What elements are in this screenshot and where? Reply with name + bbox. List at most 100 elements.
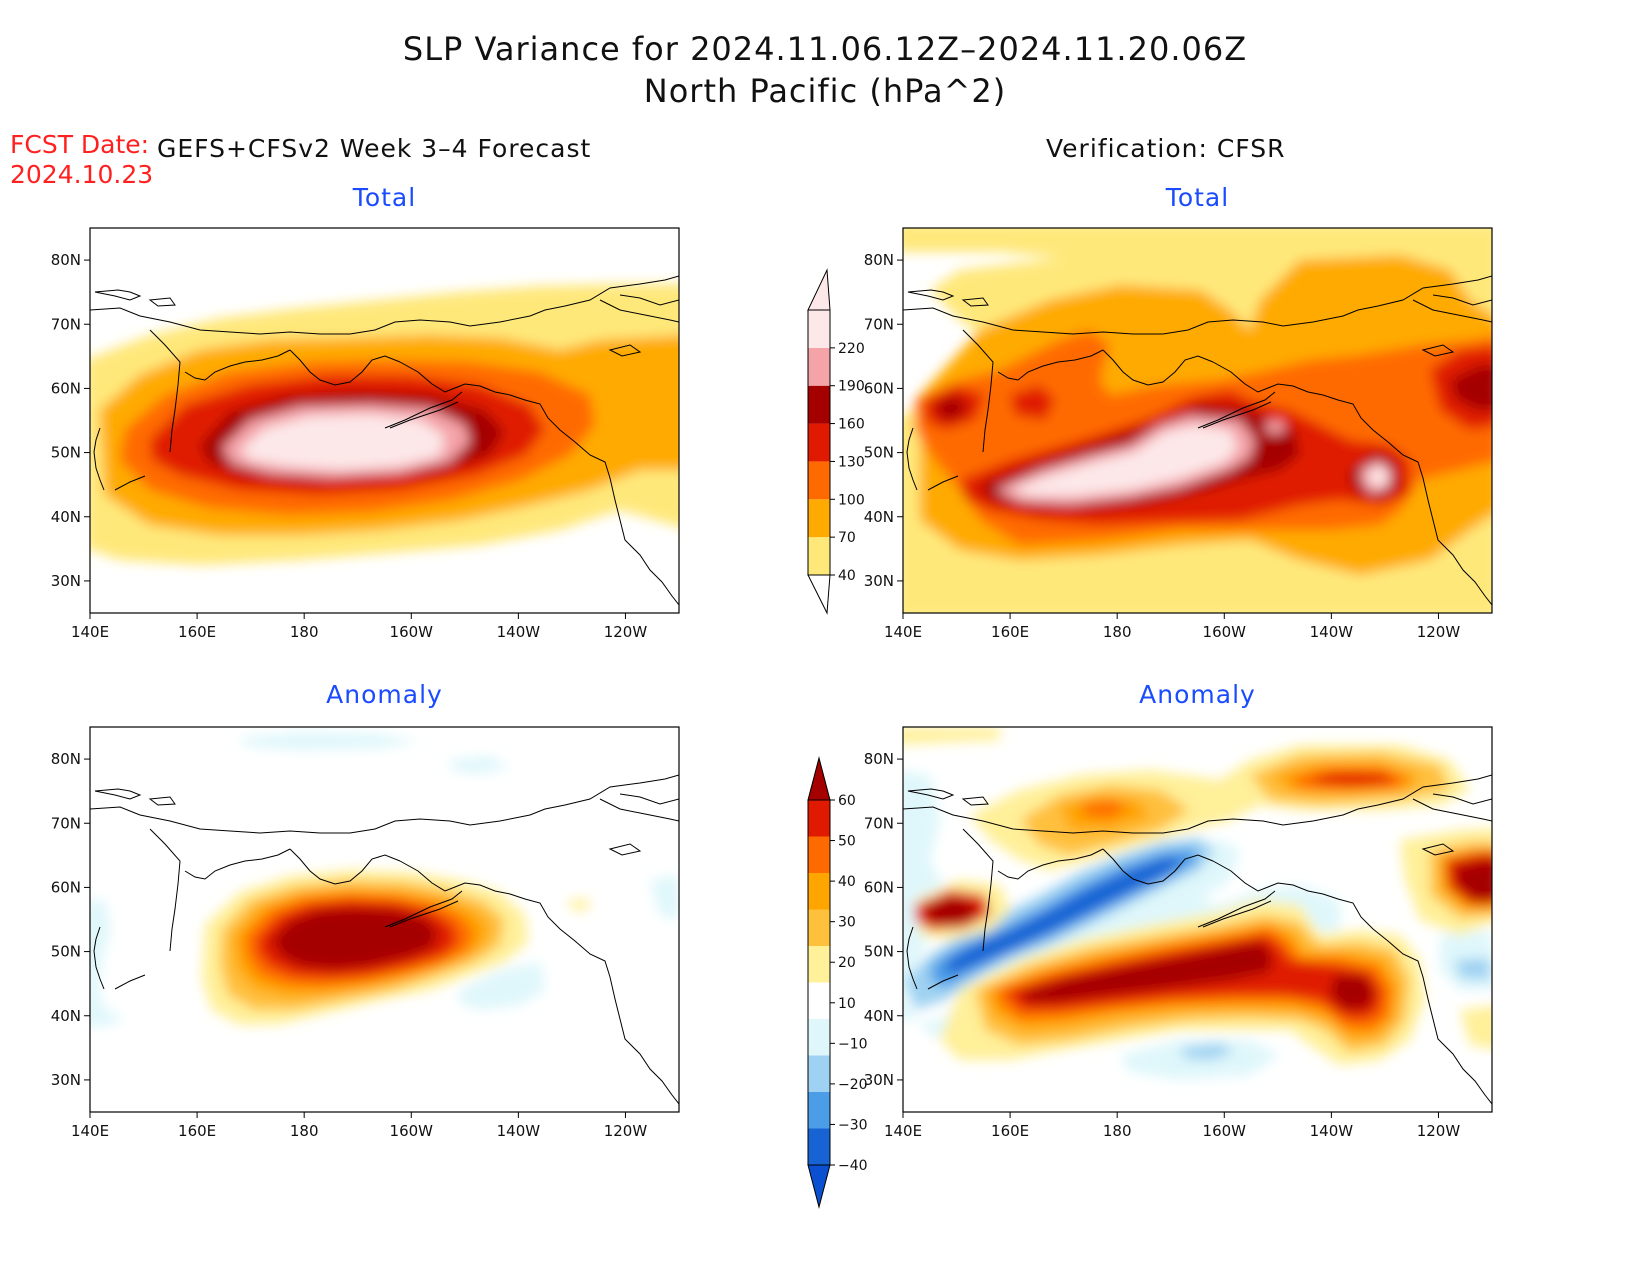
contour-pos-10 bbox=[903, 727, 1000, 745]
lon-tick-label: 140E bbox=[71, 1122, 109, 1140]
colorbar-anomaly-level: 50 bbox=[838, 834, 856, 850]
lon-tick-label: 180 bbox=[290, 1122, 319, 1140]
lon-tick-label: 160W bbox=[1203, 623, 1247, 641]
lon-tick-label: 180 bbox=[1103, 1122, 1132, 1140]
lat-tick-label: 40N bbox=[864, 1007, 894, 1025]
lon-tick-label: 140W bbox=[497, 623, 541, 641]
colorbar-anomaly-level: −10 bbox=[838, 1036, 868, 1052]
colorbar-anomaly-swatch bbox=[808, 1092, 830, 1129]
colorbar-anomaly-swatch bbox=[808, 909, 830, 946]
contour-pos-10 bbox=[565, 898, 592, 912]
colorbar-total-swatch bbox=[808, 461, 830, 500]
map-panel-verification-anomaly bbox=[902, 726, 1493, 1113]
main-title-line2: North Pacific (hPa^2) bbox=[643, 72, 1007, 110]
lat-tick-label: 70N bbox=[51, 315, 81, 333]
lat-tick-label: 30N bbox=[864, 572, 894, 590]
lat-tick-label: 70N bbox=[51, 814, 81, 832]
lat-tick-label: 40N bbox=[51, 1007, 81, 1025]
lat-tick-label: 30N bbox=[864, 1071, 894, 1089]
lat-tick-label: 60N bbox=[51, 878, 81, 896]
lat-tick-label: 80N bbox=[864, 750, 894, 768]
map-axes: 140E 160E 180 160W 140W 120W 80N 70N 60N 50N 40N 30… bbox=[51, 251, 1461, 1140]
lat-tick-label: 30N bbox=[51, 1071, 81, 1089]
panel-title-verification-anomaly: Anomaly bbox=[1139, 680, 1256, 709]
colorbar-anomaly-level: 30 bbox=[838, 915, 856, 931]
contour-neg-10 bbox=[240, 732, 420, 750]
colorbar-anomaly-level: 60 bbox=[838, 793, 856, 809]
lat-tick-label: 30N bbox=[51, 572, 81, 590]
contour-pos-60 bbox=[925, 860, 1492, 1010]
colorbar-anomaly-swatch bbox=[808, 1019, 830, 1056]
colorbar-total-swatch bbox=[808, 385, 830, 424]
fcst-date-value: 2024.10.23 bbox=[10, 160, 154, 189]
lon-tick-label: 120W bbox=[604, 623, 648, 641]
lon-tick-label: 160W bbox=[390, 1122, 434, 1140]
colorbar-anomaly-level: 10 bbox=[838, 996, 856, 1012]
forecast-total-contours bbox=[90, 275, 679, 606]
verification-header: Verification: CFSR bbox=[1046, 134, 1286, 163]
colorbar-anomaly-swatch bbox=[808, 873, 830, 910]
contour-neg-10 bbox=[450, 756, 510, 774]
contour-neg-20 bbox=[1455, 958, 1490, 980]
lon-tick-label: 160E bbox=[178, 1122, 216, 1140]
lat-tick-label: 60N bbox=[864, 878, 894, 896]
lat-tick-label: 80N bbox=[51, 251, 81, 269]
contour-band-220 bbox=[240, 414, 445, 470]
colorbar-anomaly-level: 40 bbox=[838, 874, 856, 890]
lon-tick-label: 140W bbox=[1310, 623, 1354, 641]
verification-total-contours bbox=[903, 228, 1492, 613]
colorbar-anomaly-swatch bbox=[808, 800, 830, 837]
colorbar-anomaly-swatch bbox=[808, 982, 830, 1019]
colorbar-total-level: 130 bbox=[838, 454, 865, 470]
panel-title-forecast-total: Total bbox=[352, 183, 417, 212]
verification-anomaly-contours bbox=[903, 727, 1492, 1105]
lat-tick-label: 60N bbox=[51, 379, 81, 397]
lat-tick-label: 50N bbox=[864, 943, 894, 961]
lon-tick-label: 140E bbox=[884, 623, 922, 641]
colorbar-anomaly-upper-extend bbox=[807, 756, 831, 801]
lon-tick-label: 160E bbox=[991, 623, 1029, 641]
colorbar-total-swatch bbox=[808, 499, 830, 538]
lon-tick-label: 140E bbox=[884, 1122, 922, 1140]
colorbar-anomaly-level: −30 bbox=[838, 1117, 868, 1133]
panel-title-forecast-anomaly: Anomaly bbox=[326, 680, 443, 709]
lat-tick-label: 50N bbox=[51, 444, 81, 462]
colorbar-total-swatch bbox=[808, 423, 830, 462]
lat-tick-label: 40N bbox=[51, 508, 81, 526]
colorbar-anomaly-swatch bbox=[808, 1055, 830, 1092]
map-panel-verification-total bbox=[902, 227, 1493, 614]
colorbar-anomaly-level: 20 bbox=[838, 955, 856, 971]
lat-tick-label: 70N bbox=[864, 315, 894, 333]
colorbar-anomaly-swatch bbox=[808, 1128, 830, 1165]
contour-neg-40 bbox=[945, 858, 1185, 975]
lon-tick-label: 120W bbox=[1417, 623, 1461, 641]
map-panel-forecast-anomaly bbox=[89, 726, 680, 1113]
lon-tick-label: 120W bbox=[1417, 1122, 1461, 1140]
colorbar-total-level: 70 bbox=[838, 530, 856, 546]
lat-tick-label: 70N bbox=[864, 814, 894, 832]
colorbar-total-level: 190 bbox=[838, 379, 865, 395]
lon-tick-label: 180 bbox=[1103, 623, 1132, 641]
contour-neg-10 bbox=[650, 875, 679, 920]
colorbar-total-level: 40 bbox=[838, 568, 856, 584]
lat-tick-label: 50N bbox=[51, 943, 81, 961]
lon-tick-label: 140W bbox=[1310, 1122, 1354, 1140]
lon-tick-label: 180 bbox=[290, 623, 319, 641]
colorbar-total-swatch bbox=[808, 347, 830, 386]
contour-neg-10 bbox=[458, 962, 545, 1010]
colorbar-total-swatch bbox=[808, 537, 830, 575]
lat-tick-label: 50N bbox=[864, 444, 894, 462]
lon-tick-label: 160E bbox=[178, 623, 216, 641]
lon-tick-label: 160W bbox=[1203, 1122, 1247, 1140]
colorbar-total-upper-extend bbox=[807, 268, 831, 311]
colorbar-anomaly-swatch bbox=[808, 836, 830, 873]
lat-tick-label: 80N bbox=[864, 251, 894, 269]
panel-title-verification-total: Total bbox=[1165, 183, 1230, 212]
colorbar-total-lower-extend bbox=[807, 574, 831, 615]
contour-pos-50 bbox=[1310, 772, 1395, 786]
colorbar-total-level: 220 bbox=[838, 341, 865, 357]
forecast-header: GEFS+CFSv2 Week 3–4 Forecast bbox=[157, 134, 592, 163]
colorbar-total-level: 100 bbox=[838, 492, 865, 508]
lon-tick-label: 160E bbox=[991, 1122, 1029, 1140]
